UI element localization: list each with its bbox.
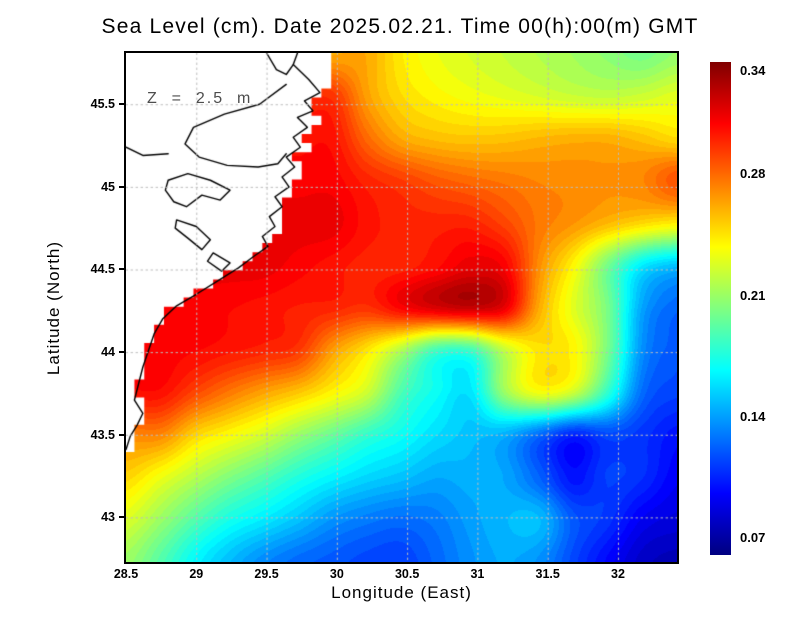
- colorbar-tick-label: 0.14: [740, 408, 766, 424]
- x-tick-label: 28.5: [113, 567, 139, 581]
- x-tick-label: 31.5: [535, 567, 560, 581]
- plot-title: Sea Level (cm). Date 2025.02.21. Time 00…: [101, 15, 699, 38]
- y-tick-label: 43: [101, 510, 115, 525]
- x-axis-label: Longitude (East): [331, 583, 472, 602]
- colorbar: [710, 62, 731, 555]
- y-axis-label: Latitude (North): [44, 240, 63, 376]
- y-tick-mark: [119, 185, 124, 188]
- y-tick-label: 44.5: [90, 262, 115, 277]
- depth-annotation: Z = 2.5 m: [147, 90, 253, 107]
- y-tick-mark: [119, 268, 124, 271]
- x-tick-label: 32: [611, 567, 625, 581]
- colorbar-tick-label: 0.07: [740, 529, 766, 545]
- colorbar-tick-label: 0.28: [740, 166, 766, 182]
- y-tick-mark: [119, 433, 124, 436]
- y-tick-mark: [119, 351, 124, 354]
- x-tick-label: 29.5: [254, 567, 279, 581]
- y-tick-mark: [119, 516, 124, 519]
- x-tick-label: 31: [470, 567, 485, 581]
- sea-level-heatmap-canvas: [126, 53, 677, 562]
- x-tick-label: 30: [329, 567, 344, 581]
- x-tick-label: 30.5: [394, 567, 420, 581]
- y-tick-label: 44: [101, 345, 115, 360]
- colorbar-tick-label: 0.21: [740, 287, 766, 303]
- colorbar-tick-label: 0.34: [740, 62, 766, 78]
- y-tick-label: 45: [101, 179, 115, 194]
- x-tick-label: 29: [189, 567, 204, 581]
- y-tick-mark: [119, 103, 124, 106]
- y-tick-label: 45.5: [90, 97, 115, 112]
- y-tick-label: 43.5: [90, 427, 115, 442]
